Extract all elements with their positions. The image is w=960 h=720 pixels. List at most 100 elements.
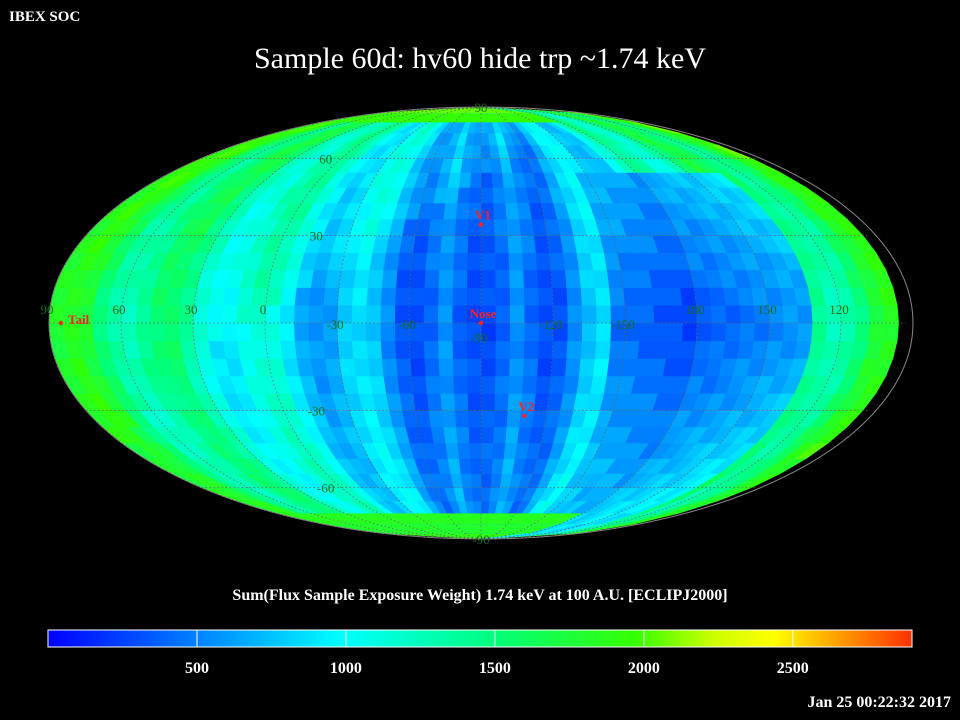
flux-cell xyxy=(516,202,532,220)
longitude-label: 60 xyxy=(113,302,126,317)
longitude-label: -150 xyxy=(611,317,635,332)
flux-cell xyxy=(279,340,297,359)
flux-cell xyxy=(516,426,532,444)
flux-cell xyxy=(410,252,427,271)
flux-cell xyxy=(707,287,726,306)
flux-cell xyxy=(667,304,683,324)
flux-cell xyxy=(235,304,252,324)
flux-cell xyxy=(467,392,482,411)
flux-cell xyxy=(381,358,398,377)
flux-cell xyxy=(738,304,755,324)
flux-cell xyxy=(120,322,137,342)
flux-cell xyxy=(492,426,507,444)
flux-cell xyxy=(394,287,411,306)
flux-cell xyxy=(693,340,711,359)
flux-cell xyxy=(264,322,281,342)
flux-cell xyxy=(423,358,440,377)
flux-cell xyxy=(469,458,482,474)
flux-cell xyxy=(493,235,509,253)
flux-cell xyxy=(279,304,295,324)
flux-cell xyxy=(439,392,456,411)
flux-cell xyxy=(868,322,885,342)
grid-line xyxy=(120,106,482,540)
flux-cell xyxy=(293,322,310,342)
flux-cell xyxy=(91,304,109,324)
flux-cell xyxy=(437,287,453,306)
flux-cell xyxy=(504,202,520,220)
flux-cell xyxy=(652,322,669,342)
flux-cell xyxy=(380,287,397,306)
flux-cell xyxy=(236,287,255,306)
marker-v1-label: V1 xyxy=(475,208,491,223)
flux-cell xyxy=(235,322,252,342)
flux-cell xyxy=(338,269,356,288)
flux-cell xyxy=(409,269,426,288)
org-label: IBEX SOC xyxy=(9,9,81,25)
flux-cell xyxy=(458,458,472,474)
flux-cell xyxy=(521,375,538,394)
flux-cell xyxy=(523,322,539,342)
flux-cell xyxy=(264,304,281,324)
flux-cell xyxy=(480,500,490,514)
flux-cell xyxy=(338,358,356,377)
flux-cell xyxy=(494,287,511,306)
flux-cell xyxy=(91,322,109,342)
flux-cell xyxy=(395,269,412,288)
flux-cell xyxy=(456,442,471,459)
flux-cell xyxy=(468,187,482,204)
flux-cell xyxy=(437,340,453,359)
flux-cell xyxy=(456,187,471,204)
flux-cell xyxy=(810,322,827,342)
latitude-label: 60 xyxy=(319,151,332,166)
flux-cell xyxy=(825,322,842,342)
flux-cell xyxy=(504,426,520,444)
flux-cell xyxy=(564,358,581,377)
flux-cell xyxy=(736,340,755,359)
flux-cell xyxy=(594,287,611,306)
flux-cell xyxy=(437,322,453,342)
flux-cell xyxy=(423,322,439,342)
longitude-label: 30 xyxy=(185,302,198,317)
longitude-label: 90 xyxy=(41,302,54,317)
flux-cell xyxy=(494,269,510,288)
flux-cell xyxy=(265,287,283,306)
flux-cell xyxy=(367,269,384,288)
flux-cell xyxy=(322,287,340,306)
flux-cell xyxy=(493,409,508,428)
flux-cell xyxy=(575,375,594,394)
flux-cell xyxy=(522,358,539,377)
flux-cell xyxy=(494,252,510,271)
colorbar-title: Sum(Flux Sample Exposure Weight) 1.74 ke… xyxy=(232,587,728,604)
grid-lines xyxy=(48,106,906,540)
flux-cell xyxy=(468,442,482,459)
flux-cell xyxy=(551,287,568,306)
flux-cell xyxy=(651,340,668,359)
flux-cell xyxy=(736,287,755,306)
flux-cell xyxy=(652,304,669,324)
flux-cell xyxy=(322,340,340,359)
flux-cell xyxy=(595,304,611,324)
flux-cell xyxy=(796,304,813,324)
flux-cell xyxy=(566,322,583,342)
flux-cell xyxy=(620,358,638,377)
flux-cell xyxy=(636,340,654,359)
markers: V1 Nose V2 Tail xyxy=(58,208,534,418)
flux-cell xyxy=(796,322,813,342)
flux-cell xyxy=(853,304,871,324)
longitude-label: -30 xyxy=(326,317,343,332)
flux-cell xyxy=(365,304,381,324)
flux-cell xyxy=(149,322,166,342)
flux-cell xyxy=(382,375,400,394)
flux-cell xyxy=(535,252,552,271)
marker-v2-dot xyxy=(522,413,527,418)
latitude-label: 30 xyxy=(310,229,323,244)
flux-cell xyxy=(381,269,398,288)
flux-cell xyxy=(382,252,400,271)
flux-cell xyxy=(565,287,582,306)
flux-cell xyxy=(442,426,458,444)
longitude-label: 150 xyxy=(757,302,777,317)
flux-cell xyxy=(438,375,455,394)
flux-cell xyxy=(480,287,496,306)
flux-cell xyxy=(480,358,496,377)
flux-cell xyxy=(106,322,123,342)
